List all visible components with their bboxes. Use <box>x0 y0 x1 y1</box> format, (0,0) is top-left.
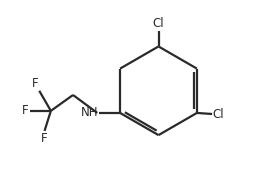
Text: F: F <box>22 104 29 117</box>
Text: NH: NH <box>80 106 98 120</box>
Text: F: F <box>32 77 39 90</box>
Text: Cl: Cl <box>153 17 164 30</box>
Text: Cl: Cl <box>213 108 224 121</box>
Text: F: F <box>41 132 48 145</box>
